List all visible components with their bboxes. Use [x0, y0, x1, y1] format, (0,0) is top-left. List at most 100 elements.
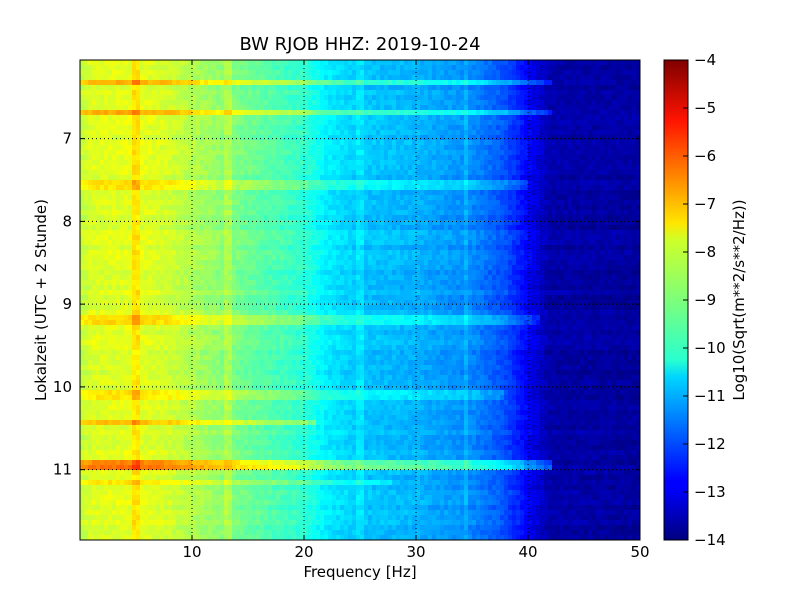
heatmap-cell: [472, 125, 477, 131]
heatmap-cell: [612, 145, 617, 151]
heatmap-cell: [316, 120, 321, 126]
heatmap-cell: [232, 230, 237, 236]
heatmap-cell: [132, 120, 137, 126]
heatmap-cell: [348, 105, 353, 111]
heatmap-cell: [272, 150, 277, 156]
heatmap-cell: [344, 140, 349, 146]
heatmap-cell: [444, 205, 449, 211]
heatmap-cell: [452, 235, 457, 241]
heatmap-cell: [388, 110, 393, 116]
heatmap-cell: [484, 170, 489, 176]
heatmap-cell: [396, 185, 401, 191]
heatmap-cell: [624, 155, 629, 161]
heatmap-cell: [252, 195, 257, 201]
heatmap-cell: [572, 155, 577, 161]
heatmap-cell: [368, 160, 373, 166]
heatmap-cell: [212, 140, 217, 146]
heatmap-cell: [248, 220, 253, 226]
heatmap-cell: [212, 120, 217, 126]
heatmap-cell: [532, 60, 537, 66]
heatmap-cell: [208, 90, 213, 96]
heatmap-cell: [176, 225, 181, 231]
heatmap-cell: [360, 115, 365, 121]
heatmap-cell: [632, 115, 637, 121]
heatmap-cell: [276, 210, 281, 216]
heatmap-cell: [524, 200, 529, 206]
heatmap-cell: [452, 165, 457, 171]
heatmap-cell: [448, 170, 453, 176]
heatmap-cell: [432, 225, 437, 231]
heatmap-cell: [316, 220, 321, 226]
heatmap-cell: [96, 145, 101, 151]
heatmap-cell: [168, 85, 173, 91]
heatmap-cell: [496, 205, 501, 211]
heatmap-cell: [384, 215, 389, 221]
heatmap-cell: [200, 155, 205, 161]
heatmap-cell: [596, 215, 601, 221]
heatmap-cell: [348, 100, 353, 106]
heatmap-cell: [284, 210, 289, 216]
heatmap-cell: [232, 115, 237, 121]
heatmap-cell: [168, 175, 173, 181]
heatmap-cell: [512, 205, 517, 211]
heatmap-cell: [312, 145, 317, 151]
heatmap-cell: [208, 105, 213, 111]
heatmap-cell: [372, 200, 377, 206]
heatmap-cell: [240, 180, 245, 186]
heatmap-cell: [544, 130, 549, 136]
heatmap-cell: [328, 185, 333, 191]
heatmap-cell: [396, 120, 401, 126]
heatmap-cell: [516, 165, 521, 171]
heatmap-cell: [544, 215, 549, 221]
heatmap-cell: [172, 85, 177, 91]
heatmap-cell: [448, 230, 453, 236]
heatmap-cell: [404, 85, 409, 91]
heatmap-cell: [356, 130, 361, 136]
heatmap-cell: [92, 85, 97, 91]
heatmap-cell: [540, 140, 545, 146]
heatmap-cell: [512, 230, 517, 236]
heatmap-cell: [336, 135, 341, 141]
heatmap-cell: [140, 130, 145, 136]
heatmap-cell: [152, 110, 157, 116]
heatmap-cell: [144, 235, 149, 241]
heatmap-cell: [568, 205, 573, 211]
heatmap-cell: [116, 85, 121, 91]
heatmap-cell: [284, 135, 289, 141]
heatmap-cell: [92, 130, 97, 136]
heatmap-cell: [228, 100, 233, 106]
heatmap-cell: [184, 120, 189, 126]
heatmap-cell: [228, 165, 233, 171]
heatmap-cell: [260, 220, 265, 226]
heatmap-cell: [436, 135, 441, 141]
heatmap-cell: [388, 230, 393, 236]
heatmap-cell: [324, 155, 329, 161]
heatmap-cell: [512, 215, 517, 221]
heatmap-cell: [108, 200, 113, 206]
heatmap-cell: [464, 110, 469, 116]
heatmap-cell: [116, 110, 121, 116]
heatmap-cell: [584, 165, 589, 171]
heatmap-cell: [544, 230, 549, 236]
heatmap-cell: [148, 95, 153, 101]
heatmap-cell: [624, 230, 629, 236]
heatmap-cell: [164, 120, 169, 126]
heatmap-cell: [452, 125, 457, 131]
heatmap-cell: [196, 235, 201, 241]
heatmap-cell: [548, 215, 553, 221]
heatmap-cell: [188, 110, 193, 116]
heatmap-cell: [464, 75, 469, 81]
heatmap-cell: [292, 90, 297, 96]
heatmap-cell: [148, 110, 153, 116]
heatmap-cell: [516, 190, 521, 196]
heatmap-cell: [120, 125, 125, 131]
heatmap-cell: [300, 170, 305, 176]
heatmap-cell: [596, 80, 601, 86]
heatmap-cell: [500, 145, 505, 151]
heatmap-cell: [288, 185, 293, 191]
heatmap-cell: [104, 220, 109, 226]
heatmap-cell: [172, 135, 177, 141]
heatmap-cell: [316, 180, 321, 186]
heatmap-cell: [232, 110, 237, 116]
heatmap-cell: [192, 230, 197, 236]
